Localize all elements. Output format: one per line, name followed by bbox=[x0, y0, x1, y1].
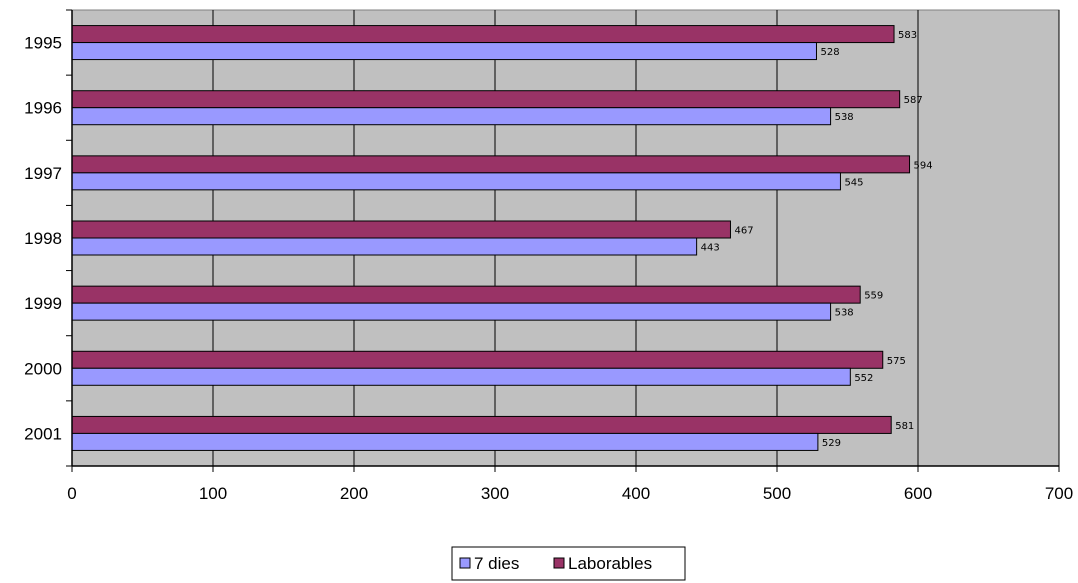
y-tick-label-1995: 1995 bbox=[24, 34, 62, 53]
bar-1998-dies bbox=[71, 237, 698, 256]
y-tick-label-1996: 1996 bbox=[24, 99, 62, 118]
data-label-1998-dies: 443 bbox=[701, 243, 720, 254]
y-tick-label-2001: 2001 bbox=[24, 424, 62, 443]
legend-label-dies: 7 dies bbox=[474, 554, 519, 573]
bars bbox=[71, 25, 911, 451]
y-tick-label-1999: 1999 bbox=[24, 294, 62, 313]
bar-1995-laborables bbox=[71, 25, 895, 44]
data-labels: 583 528 587 538 594 545 467 443 559 538 575 552 581 5… bbox=[701, 30, 933, 449]
data-label-2001-dies: 529 bbox=[822, 438, 841, 449]
data-label-1998-laborables: 467 bbox=[734, 226, 753, 237]
data-label-1999-laborables: 559 bbox=[864, 291, 883, 302]
x-tick-label-0: 0 bbox=[67, 484, 76, 503]
data-label-1995-laborables: 583 bbox=[898, 30, 917, 41]
bar-2000-dies bbox=[71, 367, 851, 386]
bar-1999-laborables bbox=[71, 285, 861, 304]
legend-swatch-laborables bbox=[553, 557, 565, 569]
x-tick-label-400: 400 bbox=[622, 484, 650, 503]
legend-box bbox=[451, 546, 686, 581]
x-tick-label-500: 500 bbox=[763, 484, 791, 503]
data-label-1997-laborables: 594 bbox=[914, 160, 933, 171]
bar-1996-laborables bbox=[71, 90, 901, 109]
bar-2000-laborables bbox=[71, 350, 884, 369]
data-label-1996-dies: 538 bbox=[835, 112, 854, 123]
x-tick-label-200: 200 bbox=[340, 484, 368, 503]
tick-labels: 1995 1996 1997 1998 1999 2000 2001 0 100 200 300 40… bbox=[24, 34, 1073, 503]
x-tick-label-600: 600 bbox=[904, 484, 932, 503]
data-label-1996-laborables: 587 bbox=[904, 95, 923, 106]
y-tick-label-1998: 1998 bbox=[24, 229, 62, 248]
gridlines bbox=[212, 10, 1060, 466]
data-label-2000-laborables: 575 bbox=[887, 356, 906, 367]
x-tick-label-300: 300 bbox=[481, 484, 509, 503]
data-label-2000-dies: 552 bbox=[854, 373, 873, 384]
y-tick-label-2000: 2000 bbox=[24, 359, 62, 378]
bar-1997-dies bbox=[71, 172, 841, 191]
x-tick-label-100: 100 bbox=[199, 484, 227, 503]
bar-1996-dies bbox=[71, 107, 832, 126]
data-label-1999-dies: 538 bbox=[835, 308, 854, 319]
x-tick-label-700: 700 bbox=[1045, 484, 1073, 503]
y-tick-label-1997: 1997 bbox=[24, 164, 62, 183]
bar-1999-dies bbox=[71, 302, 832, 321]
legend-label-laborables: Laborables bbox=[568, 554, 652, 573]
bar-2001-laborables bbox=[71, 415, 892, 434]
bar-1998-laborables bbox=[71, 220, 731, 239]
axes bbox=[66, 9, 1060, 472]
bar-1995-dies bbox=[71, 42, 817, 61]
data-label-1995-dies: 528 bbox=[820, 47, 839, 58]
legend: 7 dies Laborables bbox=[451, 546, 686, 581]
legend-swatch-dies bbox=[459, 557, 471, 569]
data-label-1997-dies: 545 bbox=[844, 177, 863, 188]
bar-2001-dies bbox=[71, 432, 819, 451]
data-label-2001-laborables: 581 bbox=[895, 421, 914, 432]
bar-1997-laborables bbox=[71, 155, 911, 174]
